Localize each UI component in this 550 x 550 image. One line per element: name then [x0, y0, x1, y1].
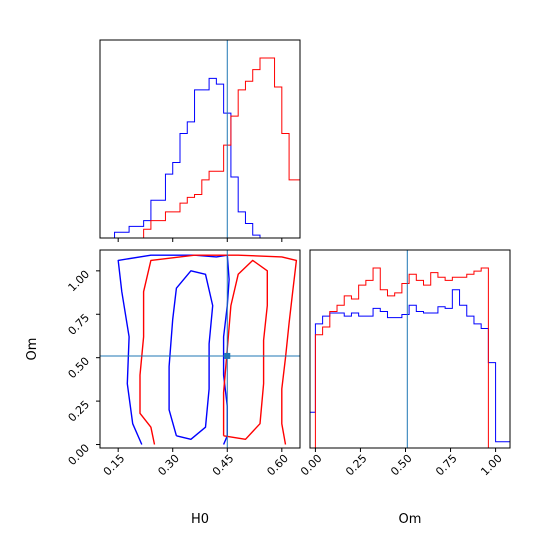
om-marginal-panel: 0.00 0.25 0.50 0.75 1.00 Om [298, 249, 511, 527]
om-marginal-frame [309, 249, 511, 449]
h0-histogram-series [100, 57, 301, 239]
histogram-series-0 [100, 77, 300, 239]
contour-1 [168, 270, 214, 440]
histogram-series-0 [309, 289, 511, 448]
contour-x-tick-label-0: 0.15 [101, 452, 128, 479]
om-x-tick-label-3: 0.75 [433, 452, 460, 479]
h0-om-contour-panel: 0.15 0.30 0.45 0.60 0.00 0.25 0.50 0.75 1.00 H0… [25, 249, 301, 527]
contour-x-tick-label-2: 0.45 [210, 452, 237, 479]
contour-series [117, 254, 298, 445]
om-x-tick-label-2: 0.50 [388, 452, 415, 479]
x-axis-label-om: Om [399, 512, 422, 527]
contour-2 [139, 254, 298, 445]
om-marginal-background [310, 250, 510, 448]
contour-y-ticks: 0.00 0.25 0.50 0.75 1.00 [66, 268, 100, 468]
x-axis-label-h0: H0 [191, 512, 209, 527]
h0-marginal-frame [99, 39, 301, 239]
contour-y-tick-label-1: 0.25 [66, 398, 93, 425]
contour-y-tick-label-0: 0.00 [66, 441, 93, 468]
h0-marginal-ticks [117, 238, 283, 242]
histogram-series-1 [100, 57, 301, 239]
histogram-series-1 [310, 267, 510, 449]
contour-x-ticks: 0.15 0.30 0.45 0.60 [101, 448, 291, 478]
y-axis-label-om: Om [25, 338, 40, 361]
h0-marginal-background [100, 40, 300, 238]
om-x-tick-label-0: 0.00 [298, 452, 325, 479]
contour-truth-lines [100, 250, 300, 448]
contour-y-tick-label-3: 0.75 [66, 311, 93, 338]
om-x-tick-label-4: 1.00 [478, 452, 505, 479]
contour-x-tick-label-3: 0.60 [264, 452, 291, 479]
contour-truth-point [224, 352, 231, 359]
om-x-tick-label-1: 0.25 [343, 452, 370, 479]
contour-background [100, 250, 300, 448]
om-x-ticks: 0.00 0.25 0.50 0.75 1.00 [298, 448, 505, 478]
contour-x-tick-label-1: 0.30 [155, 452, 182, 479]
contour-y-tick-label-2: 0.50 [66, 355, 93, 382]
om-histogram-series [309, 267, 511, 449]
contour-frame [99, 249, 301, 449]
h0-marginal-panel [99, 39, 301, 242]
contour-y-tick-label-4: 1.00 [66, 268, 93, 295]
